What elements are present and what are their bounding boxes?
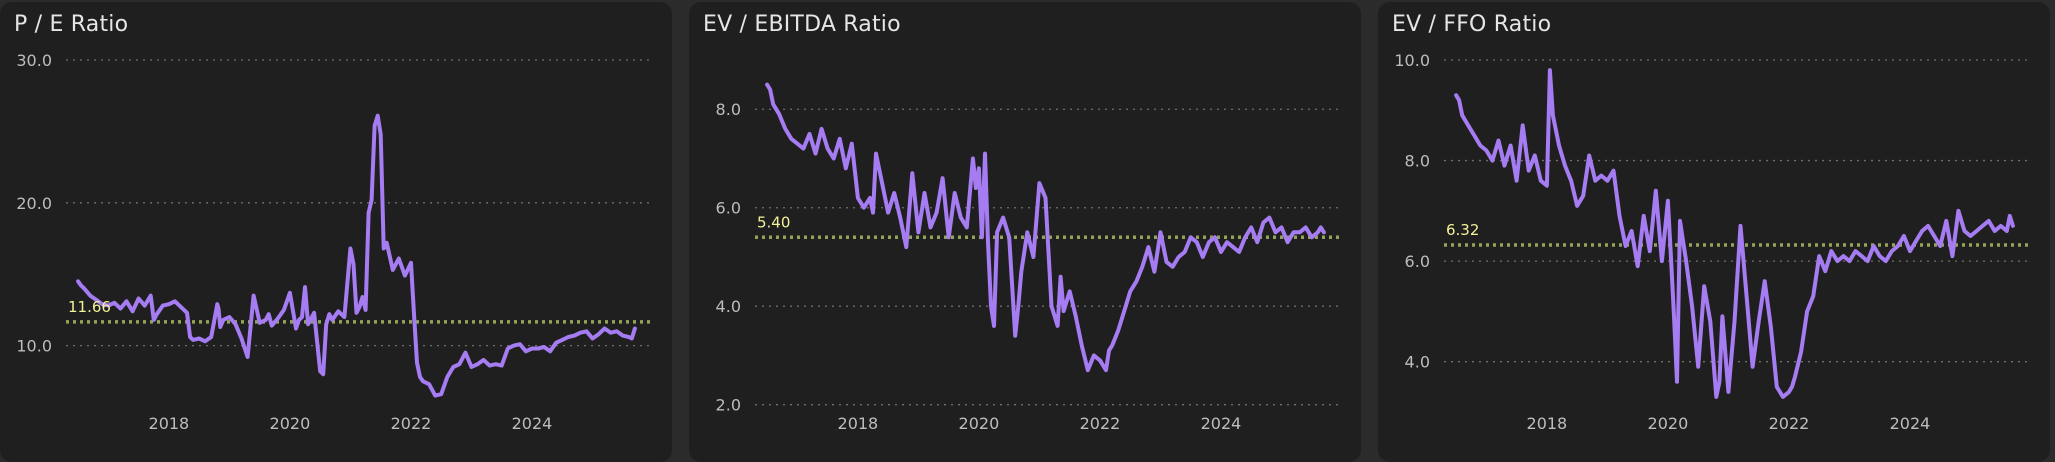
- ev-ebitda-panel: EV / EBITDA Ratio 2.0 4.0 6.0 8.0 2018 2020 20…: [689, 2, 1361, 462]
- x-tick-label: 2018: [149, 414, 190, 433]
- ev-ffo-chart: 4.0 6.0 8.0 10.0 2018 2020 2022 2024 6.32: [1394, 51, 2028, 433]
- y-tick-label: 4.0: [716, 297, 741, 316]
- x-tick-label: 2022: [1769, 414, 1810, 433]
- x-tick-label: 2020: [270, 414, 311, 433]
- panel-title: P / E Ratio: [14, 12, 129, 37]
- y-tick-label: 10.0: [1394, 51, 1430, 70]
- ev-ffo-panel: EV / FFO Ratio 4.0 6.0 8.0 10.0 2018 2020 2022…: [1378, 2, 2050, 462]
- x-tick-label: 2022: [1080, 414, 1121, 433]
- x-tick-label: 2022: [391, 414, 432, 433]
- y-tick-label: 4.0: [1405, 353, 1430, 372]
- y-tick-label: 2.0: [716, 396, 741, 415]
- ev-ebitda-chart: 2.0 4.0 6.0 8.0 2018 2020 2022 2024 5.40: [716, 82, 1339, 433]
- x-tick-label: 2018: [838, 414, 879, 433]
- pe-ratio-chart: 10.0 20.0 30.0 2018 2020 2022 2024 11.66: [16, 51, 650, 433]
- series-line: [765, 82, 1326, 373]
- series-line: [76, 113, 637, 398]
- panel-title: EV / FFO Ratio: [1392, 12, 1552, 37]
- y-tick-label: 10.0: [16, 337, 52, 356]
- average-label: 11.66: [68, 298, 111, 316]
- average-label: 5.40: [757, 213, 790, 231]
- x-tick-label: 2020: [959, 414, 1000, 433]
- series-line: [1454, 68, 2015, 399]
- average-label: 6.32: [1446, 221, 1479, 239]
- x-tick-label: 2024: [1201, 414, 1242, 433]
- y-tick-label: 6.0: [716, 199, 741, 218]
- y-tick-label: 8.0: [1405, 152, 1430, 171]
- y-tick-label: 30.0: [16, 51, 52, 70]
- x-tick-label: 2024: [1890, 414, 1931, 433]
- pe-ratio-panel: P / E Ratio 10.0 20.0 30.0 2018 2020 2022 2024…: [0, 2, 672, 462]
- y-tick-label: 20.0: [16, 194, 52, 213]
- y-tick-label: 6.0: [1405, 252, 1430, 271]
- x-tick-label: 2024: [512, 414, 553, 433]
- x-tick-label: 2020: [1648, 414, 1689, 433]
- panel-title: EV / EBITDA Ratio: [703, 12, 901, 37]
- x-tick-label: 2018: [1527, 414, 1568, 433]
- y-tick-label: 8.0: [716, 100, 741, 119]
